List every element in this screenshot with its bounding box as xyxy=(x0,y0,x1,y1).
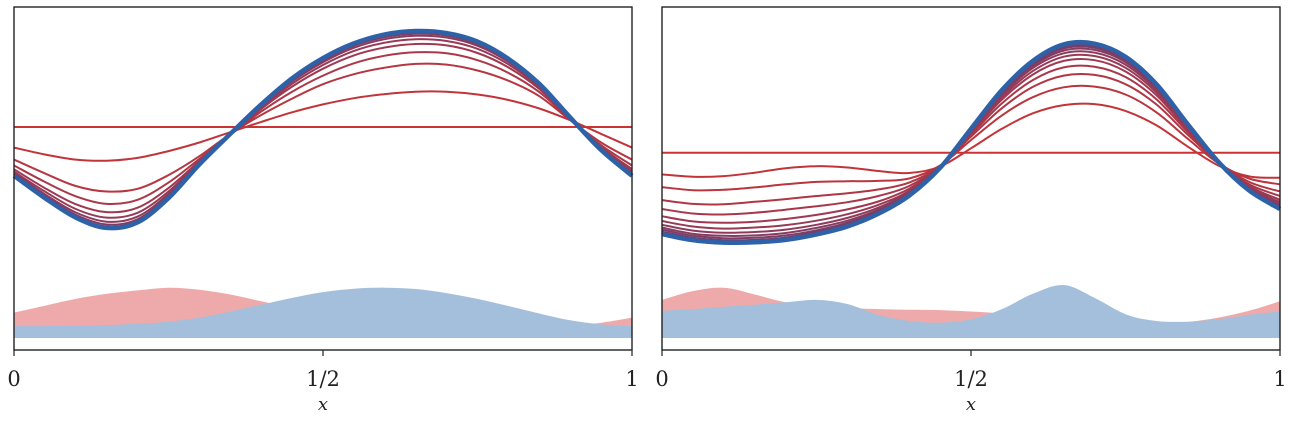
series-line-6 xyxy=(13,34,633,223)
series-line-9 xyxy=(12,28,634,231)
series-line-2 xyxy=(13,62,633,193)
series-line-4 xyxy=(13,42,633,214)
x-tick-label: 0 xyxy=(655,367,668,391)
right-x-axis-label: x xyxy=(966,394,976,415)
right-curves xyxy=(661,39,1282,246)
x-tick-label: 1/2 xyxy=(954,367,988,391)
series-line-5 xyxy=(13,38,633,219)
right-panel: 0 1/2 1 x xyxy=(655,6,1287,415)
left-panel: 0 1/2 1 x xyxy=(7,6,639,415)
series-line-7 xyxy=(661,50,1281,234)
series-line-11 xyxy=(661,39,1282,246)
left-density-fills xyxy=(14,287,632,338)
series-line-9 xyxy=(661,45,1281,240)
final-density-fill xyxy=(14,287,632,338)
series-line-3 xyxy=(661,72,1281,206)
final-density-fill xyxy=(662,284,1280,338)
right-density-fills xyxy=(662,284,1280,338)
series-line-1 xyxy=(13,90,633,162)
series-line-10 xyxy=(661,43,1281,242)
series-line-1 xyxy=(661,102,1281,179)
series-line-3 xyxy=(13,51,633,206)
series-line-4 xyxy=(661,64,1281,216)
x-tick-label: 0 xyxy=(7,367,20,391)
left-curves xyxy=(12,28,634,231)
x-tick-label: 1 xyxy=(1273,367,1286,391)
left-x-axis-label: x xyxy=(318,394,328,415)
right-x-ticks: 0 1/2 1 xyxy=(655,350,1287,391)
left-x-ticks: 0 1/2 1 xyxy=(7,350,639,391)
x-tick-label: 1 xyxy=(625,367,638,391)
series-line-2 xyxy=(661,84,1281,192)
x-tick-label: 1/2 xyxy=(306,367,340,391)
series-line-8 xyxy=(661,47,1281,237)
